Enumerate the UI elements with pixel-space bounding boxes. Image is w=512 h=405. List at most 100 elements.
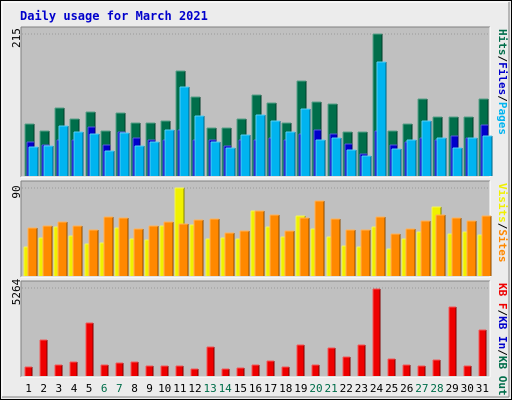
bar-kbf-day-20 <box>311 364 320 376</box>
bar-sites-day-4-body <box>73 226 82 276</box>
bar-pages-day-27-body <box>422 121 431 176</box>
legend-entry-sep: / <box>496 223 509 230</box>
legend-entry-kbin: KB In <box>496 316 509 349</box>
bar-sites-day-31 <box>481 215 492 276</box>
bar-pages-day-26-body <box>407 140 416 176</box>
bar-sites-day-29-body <box>452 218 461 276</box>
legend-entry-files: Files <box>496 62 509 95</box>
bar-pages-day-12 <box>194 115 205 176</box>
bar-kbf-day-8-body <box>131 362 138 376</box>
bar-kbf-day-6-body <box>101 365 108 376</box>
bar-pages-day-19-body <box>301 109 310 176</box>
bar-kbf-day-24 <box>372 288 381 376</box>
bar-pages-day-16 <box>255 114 266 176</box>
bar-pages-day-25-body <box>392 149 401 176</box>
legend-entry-sep: / <box>496 95 509 102</box>
bar-pages-day-8 <box>134 145 145 176</box>
bar-pages-day-13 <box>210 141 221 176</box>
bar-kbf-day-28 <box>432 359 441 376</box>
bar-kbf-day-27 <box>417 365 426 376</box>
legend-entry-hits: Hits <box>496 29 509 56</box>
x-tick-label-day-25: 25 <box>385 382 398 395</box>
bar-kbf-day-2-body <box>40 340 47 376</box>
x-tick-label-day-19: 19 <box>294 382 307 395</box>
bar-sites-day-4 <box>72 225 83 276</box>
bar-pages-day-21 <box>331 137 342 176</box>
bar-pages-day-19 <box>300 108 311 176</box>
bar-kbf-day-16-body <box>252 365 259 376</box>
bar-pages-day-28 <box>436 137 447 176</box>
legend-entry-kbout: KB Out <box>496 356 509 396</box>
bar-pages-day-10-body <box>165 130 174 176</box>
bar-pages-day-4 <box>73 131 84 176</box>
bar-sites-day-11-body <box>179 224 188 276</box>
bar-sites-day-17-body <box>270 215 279 276</box>
bar-sites-day-27-body <box>421 221 430 276</box>
legend-kbytes: KB F/KB In/KB Out <box>496 283 509 396</box>
bar-pages-day-29 <box>452 147 463 176</box>
bar-sites-day-23-body <box>361 230 370 276</box>
bar-sites-day-3 <box>57 221 68 276</box>
bar-kbf-day-21 <box>327 347 336 376</box>
bar-kbf-day-27-body <box>418 366 425 376</box>
bar-pages-day-8-body <box>135 146 144 176</box>
bar-pages-day-5-body <box>90 134 99 176</box>
bar-kbf-day-22-body <box>343 357 350 376</box>
x-tick-label-day-16: 16 <box>249 382 262 395</box>
bar-sites-day-15-body <box>240 231 249 276</box>
x-tick-label-day-21: 21 <box>324 382 337 395</box>
bar-pages-day-6 <box>104 150 115 176</box>
x-tick-label-day-2: 2 <box>40 382 47 395</box>
x-tick-label-day-13: 13 <box>203 382 216 395</box>
bar-sites-day-24-body <box>376 217 385 276</box>
legend-entry-sep: / <box>496 56 509 63</box>
bar-pages-day-18 <box>285 131 296 176</box>
legend-entry-kbf: KB F <box>496 283 509 310</box>
bar-pages-day-11-body <box>180 87 189 176</box>
x-tick-label-day-24: 24 <box>370 382 384 395</box>
bar-kbf-day-10 <box>160 365 169 376</box>
bar-kbf-day-3 <box>54 364 63 376</box>
bar-kbf-day-11 <box>175 365 184 376</box>
x-tick-label-day-14: 14 <box>219 382 233 395</box>
panel-kbytes: 5264 KB F/KB In/KB Out <box>10 278 509 395</box>
bar-pages-day-23 <box>361 155 372 176</box>
bar-sites-day-27 <box>420 220 431 276</box>
bar-kbf-day-28-body <box>433 360 440 376</box>
bar-kbf-day-20-body <box>312 365 319 376</box>
bar-sites-day-30-body <box>467 221 476 276</box>
bar-kbf-day-9 <box>145 365 154 376</box>
bar-pages-day-30 <box>467 137 478 176</box>
bar-pages-day-18-body <box>286 132 295 176</box>
bar-sites-day-24 <box>375 216 386 276</box>
bar-kbf-day-29-body <box>449 307 456 376</box>
bar-pages-day-14 <box>225 147 236 176</box>
x-tick-label-day-3: 3 <box>55 382 62 395</box>
bar-sites-day-10 <box>163 221 174 276</box>
bar-kbf-day-30 <box>463 365 472 376</box>
bar-kbf-day-24-body <box>373 289 380 376</box>
x-tick-label-day-20: 20 <box>309 382 322 395</box>
bar-sites-day-8-body <box>134 229 143 276</box>
bar-pages-day-14-body <box>226 148 235 176</box>
bar-sites-day-25-body <box>391 234 400 276</box>
bar-kbf-day-16 <box>251 364 260 376</box>
legend-visits_sites: Visits/Sites <box>496 183 509 263</box>
x-tick-label-day-31: 31 <box>476 382 489 395</box>
bar-kbf-day-31-body <box>479 330 486 376</box>
bar-kbf-day-2 <box>39 339 48 376</box>
bar-sites-day-14-body <box>225 233 234 276</box>
legend-hits_files_pages: Hits/Files/Pages <box>496 29 509 135</box>
x-tick-label-day-28: 28 <box>430 382 443 395</box>
legend-entry-pages: Pages <box>496 102 509 135</box>
bar-kbf-day-5 <box>85 322 94 376</box>
bar-pages-day-5 <box>89 133 100 176</box>
bar-sites-day-6 <box>103 216 114 276</box>
bar-pages-day-4-body <box>74 132 83 176</box>
bar-kbf-day-19 <box>296 344 305 376</box>
y-max-label-visits_sites: 90 <box>10 185 23 198</box>
bar-pages-day-21-body <box>332 138 341 176</box>
bar-pages-day-22-body <box>347 150 356 176</box>
bar-sites-day-18-body <box>285 231 294 276</box>
bar-pages-day-2 <box>43 145 54 176</box>
